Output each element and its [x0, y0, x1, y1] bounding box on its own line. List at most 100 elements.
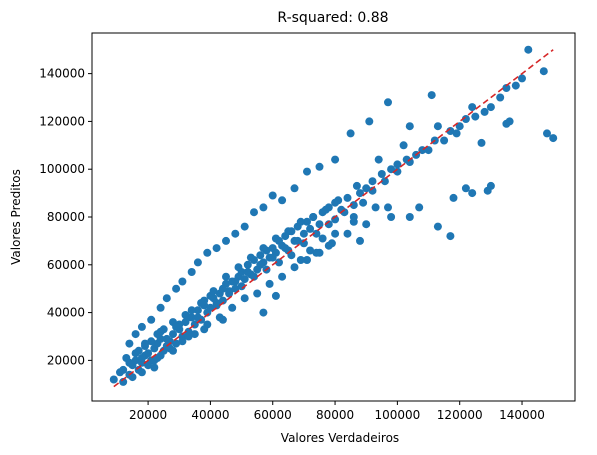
data-point — [461, 184, 470, 193]
data-point — [162, 334, 171, 343]
data-point — [147, 337, 156, 346]
x-tick-label: 60000 — [254, 408, 292, 422]
data-point — [137, 354, 146, 362]
data-point — [415, 203, 424, 212]
data-point — [218, 315, 227, 324]
data-point — [234, 263, 243, 272]
data-point — [237, 282, 246, 291]
data-point — [203, 248, 212, 257]
data-point — [125, 358, 134, 367]
data-point — [303, 167, 311, 176]
data-point — [125, 339, 134, 348]
data-point — [290, 263, 299, 272]
data-point — [356, 236, 364, 245]
data-point — [187, 268, 196, 276]
data-point — [259, 203, 268, 212]
data-point — [287, 251, 296, 260]
data-point — [477, 138, 486, 147]
data-point — [193, 306, 202, 315]
data-point — [299, 229, 308, 238]
scatter-points — [109, 45, 558, 386]
x-tick-label: 40000 — [191, 408, 229, 422]
x-tick-label: 20000 — [129, 408, 167, 422]
data-point — [384, 203, 392, 212]
data-point — [424, 146, 433, 155]
data-point — [312, 229, 321, 238]
data-point — [218, 284, 227, 293]
reference-line-group — [113, 49, 554, 388]
data-point — [543, 129, 551, 138]
data-point — [212, 301, 221, 310]
data-point — [253, 289, 262, 298]
data-point — [209, 287, 218, 296]
data-point — [371, 203, 380, 212]
data-point — [362, 220, 371, 229]
data-point — [427, 91, 436, 100]
data-point — [359, 198, 368, 207]
data-point — [312, 248, 321, 257]
data-point — [156, 303, 165, 312]
data-point — [405, 213, 414, 221]
x-tick-label: 120000 — [437, 408, 483, 422]
data-point — [222, 272, 230, 281]
data-point — [131, 356, 140, 365]
data-point — [119, 365, 128, 374]
data-point — [380, 177, 389, 186]
data-point — [374, 155, 383, 164]
data-point — [387, 165, 396, 174]
y-tick-label: 100000 — [39, 162, 85, 176]
data-point — [144, 349, 153, 358]
data-point — [250, 208, 258, 217]
data-point — [549, 134, 558, 143]
data-point — [290, 184, 299, 193]
x-axis-label: Valores Verdadeiros — [281, 431, 399, 445]
data-point — [433, 222, 442, 231]
data-point — [349, 201, 358, 210]
data-point — [468, 103, 477, 112]
data-point — [449, 193, 458, 202]
x-tick-label: 140000 — [499, 408, 545, 422]
data-point — [128, 373, 137, 382]
data-point — [240, 222, 249, 231]
data-point — [518, 74, 526, 83]
data-point — [169, 330, 177, 339]
y-tick-label: 80000 — [47, 210, 85, 224]
data-point — [471, 112, 480, 121]
data-point — [222, 236, 230, 245]
data-point — [275, 258, 283, 267]
data-point — [368, 186, 377, 195]
data-point — [250, 272, 258, 281]
data-point — [334, 196, 343, 205]
x-tick-label: 100000 — [374, 408, 420, 422]
data-point — [324, 220, 333, 229]
data-point — [331, 215, 340, 224]
data-point — [178, 277, 187, 286]
data-point — [231, 229, 240, 238]
y-tick-label: 140000 — [39, 67, 85, 81]
data-point — [187, 306, 196, 315]
data-point — [349, 217, 358, 226]
data-point — [246, 253, 255, 262]
data-point — [231, 284, 240, 293]
data-point — [259, 308, 268, 317]
y-tick-label: 40000 — [47, 306, 85, 320]
y-tick-label: 120000 — [39, 114, 85, 128]
data-point — [365, 117, 374, 126]
data-point — [184, 332, 193, 341]
data-point — [393, 167, 402, 176]
data-point — [405, 122, 414, 131]
data-point — [172, 322, 181, 331]
reference-line — [113, 49, 554, 388]
data-point — [468, 189, 477, 198]
data-point — [296, 256, 305, 264]
data-point — [318, 234, 327, 243]
data-point — [240, 294, 249, 303]
data-point — [156, 327, 165, 336]
data-point — [231, 277, 240, 286]
chart-title: R-squared: 0.88 — [277, 10, 388, 26]
data-point — [240, 275, 249, 284]
data-point — [228, 303, 237, 312]
data-point — [309, 213, 318, 221]
y-tick-label: 20000 — [47, 353, 85, 367]
